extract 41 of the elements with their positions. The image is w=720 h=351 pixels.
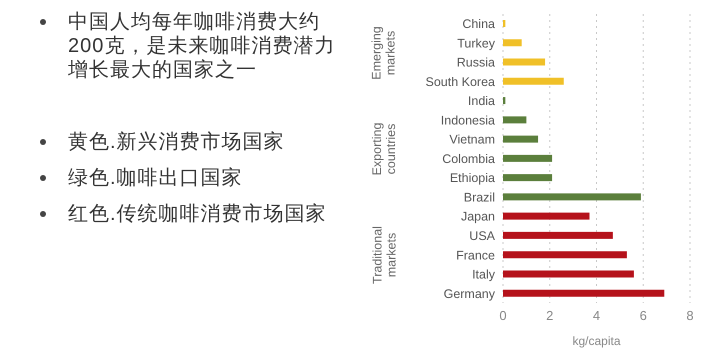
y-tick-label: Ethiopia: [450, 171, 496, 186]
text: Emerging markets: [370, 24, 398, 82]
y-tick-label: Germany: [444, 286, 496, 301]
y-tick-label: USA: [469, 229, 496, 244]
text: 红色.传统咖啡消费市场国家: [68, 202, 328, 226]
bar: [503, 39, 522, 46]
bar: [503, 193, 641, 200]
bar: [503, 251, 627, 258]
bar: [503, 270, 634, 278]
bar: [503, 154, 552, 162]
x-tick-label: 0: [499, 308, 507, 324]
y-tick-label: Italy: [472, 268, 496, 282]
y-tick-label: France: [456, 248, 496, 262]
text: 中国人均每年咖啡消费大约200克，是未来咖啡消费潜力增长最大的国家之一: [68, 10, 336, 82]
bar: [503, 78, 564, 85]
bar: [503, 174, 552, 182]
text: Traditional markets: [370, 225, 398, 286]
y-tick-label: China: [462, 17, 496, 32]
x-tick-label: 8: [686, 308, 694, 324]
y-tick-label: India: [468, 94, 496, 108]
y-tick-label: Japan: [460, 210, 496, 224]
bar: [503, 232, 613, 239]
x-tick-label: 2: [546, 308, 554, 324]
y-tick-label: South Korea: [426, 74, 496, 89]
y-tick-label: Russia: [456, 56, 496, 70]
y-tick-label: Colombia: [442, 152, 496, 166]
bar: [503, 58, 546, 66]
bar: [503, 116, 526, 124]
text: 绿色.咖啡出口国家: [68, 166, 244, 190]
x-tick-label: 4: [592, 308, 600, 324]
bar: [503, 136, 538, 143]
y-tick-label: Brazil: [464, 190, 495, 204]
text: Exporting countries: [370, 122, 398, 178]
text: 黄色.新兴消费市场国家: [68, 130, 286, 154]
y-tick-label: Vietnam: [449, 132, 495, 147]
y-tick-label: Turkey: [457, 36, 496, 50]
bar: [503, 212, 590, 220]
x-axis-title: kg/capita: [572, 334, 621, 348]
bar: [503, 290, 664, 297]
x-tick-label: 6: [640, 308, 647, 324]
y-tick-label: Indonesia: [440, 113, 496, 128]
